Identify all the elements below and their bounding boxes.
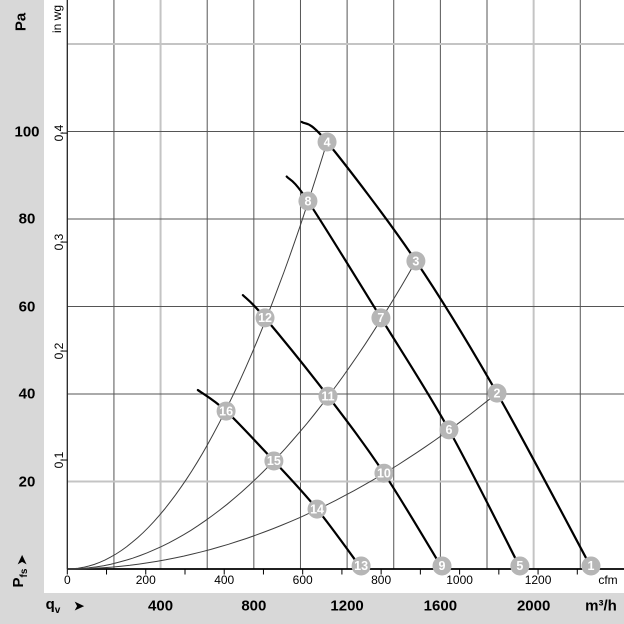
cfm-tick-label: 600: [292, 573, 313, 587]
plot-area: [44, 0, 624, 593]
operating-point-number: 10: [377, 466, 391, 480]
m3h-tick-label: 2000: [516, 597, 551, 615]
pfs-symbol: P: [10, 577, 27, 588]
operating-point-number: 11: [321, 389, 334, 403]
cfm-tick-label: 400: [214, 573, 235, 587]
inwg-tick-label: 0.2: [52, 342, 66, 360]
inwg-tick-label: 0.3: [52, 233, 66, 251]
operating-point-marker: [581, 556, 601, 576]
pa-tick-label: 40: [18, 385, 36, 403]
operating-point-marker: [432, 556, 452, 576]
speed-curve-1: [300, 120, 594, 571]
m3h-unit-label: m³/h: [585, 597, 617, 615]
operating-point-number: 9: [439, 559, 446, 573]
operating-point-number: 12: [258, 311, 272, 325]
pfs-axis-arrow-icon: ➤: [13, 554, 30, 566]
operating-point-marker: [255, 308, 275, 328]
operating-point-marker: [298, 191, 318, 211]
operating-point-marker: [216, 401, 236, 421]
operating-point-marker: [510, 556, 530, 576]
operating-point-marker: [307, 499, 327, 519]
speed-curve-3: [241, 294, 444, 571]
system-curve-A: [67, 141, 328, 570]
operating-point-marker: [264, 451, 284, 471]
cfm-tick-label: 0: [63, 573, 71, 587]
m3h-tick-label: 800: [241, 597, 267, 615]
operating-point-marker: [351, 556, 371, 576]
operating-point-marker: [371, 308, 391, 328]
qv-symbol: q: [45, 596, 55, 613]
operating-point-marker: [439, 420, 459, 440]
operating-point-number: 7: [377, 311, 384, 325]
operating-point-number: 4: [324, 135, 331, 149]
cfm-tick-label: 1000: [446, 573, 473, 587]
cfm-tick-label: 200: [135, 573, 156, 587]
operating-point-marker: [318, 386, 338, 406]
operating-point-number: 5: [516, 559, 523, 573]
operating-point-number: 14: [310, 502, 324, 516]
pfs-axis-label: Pfs: [10, 569, 30, 588]
qv-axis-label: qv: [46, 596, 61, 616]
pa-tick-label: 20: [18, 473, 36, 490]
operating-point-number: 15: [267, 454, 281, 468]
operating-point-marker: [374, 463, 394, 483]
operating-point-number: 2: [494, 386, 501, 400]
operating-point-number: 8: [304, 194, 311, 208]
m3h-tick-label: 400: [148, 597, 174, 615]
pa-tick-label: 60: [18, 298, 36, 315]
pa-tick-label: 80: [18, 210, 36, 228]
m3h-tick-label: 1200: [330, 597, 364, 615]
m3h-tick-label: 1600: [423, 597, 458, 615]
operating-point-marker: [317, 132, 337, 152]
operating-point-number: 13: [354, 559, 368, 573]
operating-point-number: 1: [588, 559, 595, 573]
operating-point-number: 6: [446, 423, 453, 437]
pa-axis-title: Pa: [12, 12, 30, 32]
pa-tick-label: 100: [14, 123, 40, 140]
system-curve-C: [67, 392, 498, 570]
inwg-tick-label: 0.1: [52, 451, 66, 469]
operating-point-number: 3: [412, 254, 419, 268]
operating-point-marker: [406, 251, 426, 271]
inwg-axis-title: in wg: [50, 4, 64, 34]
pfs-subscript: fs: [19, 568, 30, 578]
operating-point-marker: [487, 383, 507, 403]
cfm-unit-label: cfm: [598, 573, 618, 587]
cfm-tick-label: 1200: [524, 573, 552, 587]
inwg-tick-label: 0.4: [52, 124, 66, 142]
qv-subscript: v: [54, 605, 61, 616]
cfm-tick-label: 800: [371, 573, 392, 587]
qv-axis-arrow-icon: ➤: [73, 597, 85, 614]
system-curve-B: [67, 260, 417, 570]
operating-point-number: 16: [219, 404, 233, 418]
